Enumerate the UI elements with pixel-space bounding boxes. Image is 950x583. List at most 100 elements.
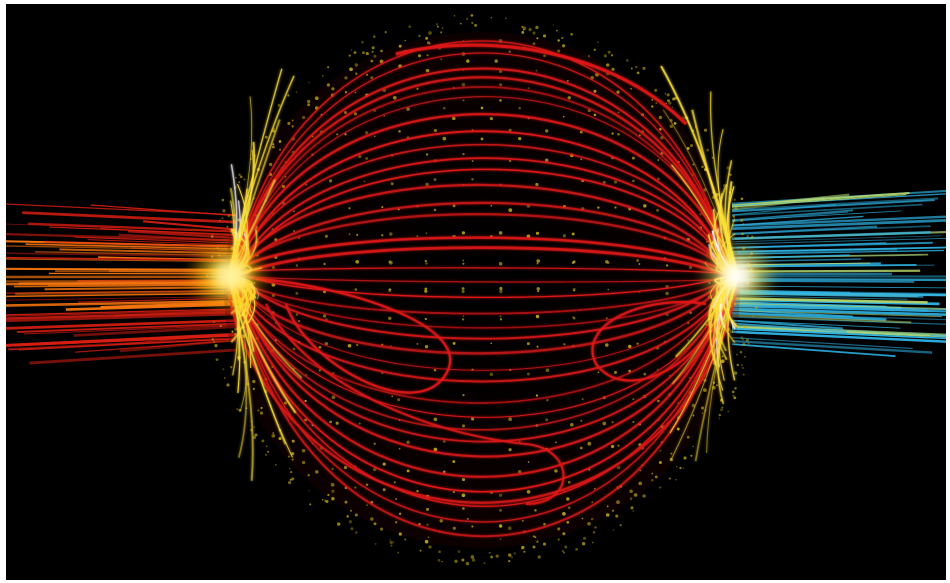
sphere-shade <box>224 32 740 548</box>
halo-dot <box>632 510 635 512</box>
halo-dot <box>254 433 258 437</box>
field-dot <box>632 398 635 401</box>
right-streak <box>731 235 942 243</box>
right-streak <box>731 203 923 217</box>
halo-dot <box>309 503 312 506</box>
field-dot <box>426 523 429 526</box>
halo-dot <box>734 387 737 390</box>
field-dot <box>381 343 384 346</box>
field-dot <box>716 384 718 387</box>
field-dot <box>507 526 512 531</box>
halo-dot <box>321 499 324 501</box>
halo-dot <box>692 445 694 448</box>
halo-dot <box>729 173 732 177</box>
field-dot <box>673 122 677 125</box>
field-dot <box>354 288 358 291</box>
field-dot <box>490 342 493 345</box>
field-dot <box>336 133 339 136</box>
halo-dot <box>682 467 685 470</box>
field-dot <box>587 521 591 526</box>
field-dot <box>428 545 432 549</box>
field-dot <box>382 488 386 492</box>
field-dot <box>686 435 690 439</box>
field-dot <box>462 393 465 397</box>
field-dot <box>521 30 525 34</box>
field-dot <box>543 54 546 58</box>
field-dot <box>720 359 725 364</box>
field-dot <box>636 342 639 345</box>
field-dot <box>508 208 513 212</box>
field-dot <box>324 342 329 346</box>
field-dot <box>440 31 443 34</box>
halo-dot <box>264 453 268 456</box>
halo-dot <box>308 489 310 492</box>
field-dot <box>527 461 530 463</box>
field-dot <box>305 183 308 186</box>
halo-dot <box>465 17 469 21</box>
field-dot <box>536 262 539 265</box>
field-dot <box>406 107 410 111</box>
field-dot <box>272 432 275 434</box>
right-pole-core <box>722 263 750 289</box>
field-dot <box>669 124 674 129</box>
field-dot <box>494 59 498 63</box>
halo-dot <box>742 338 744 341</box>
field-dot <box>461 493 466 498</box>
field-dot <box>616 500 620 504</box>
field-line <box>232 113 734 275</box>
field-dot <box>658 461 662 464</box>
halo-dot <box>742 222 745 226</box>
halo-dot <box>348 520 353 524</box>
halo-dot <box>461 558 465 562</box>
field-dot <box>580 419 583 422</box>
field-dot <box>260 406 263 410</box>
field-dot <box>517 470 522 474</box>
halo-dot <box>390 544 393 547</box>
field-line <box>232 272 734 355</box>
field-dot <box>335 421 339 425</box>
halo-dot <box>744 325 747 329</box>
halo-dot <box>734 206 738 210</box>
field-dot <box>327 493 330 497</box>
halo-dot <box>583 536 587 540</box>
field-dot <box>292 347 296 351</box>
left-streak <box>16 322 237 334</box>
halo-dot <box>437 559 441 562</box>
left-streak <box>74 236 237 244</box>
field-dot <box>499 508 502 512</box>
halo-dot <box>266 450 270 453</box>
field-dot <box>425 36 429 40</box>
halo-dot <box>277 103 281 107</box>
field-dot <box>692 414 695 417</box>
halo-dot <box>731 390 735 394</box>
loop-left <box>255 277 452 394</box>
field-dot <box>301 460 306 465</box>
field-dot <box>562 234 567 238</box>
field-dot <box>471 21 474 25</box>
left-streak <box>7 337 237 351</box>
field-dot <box>498 262 503 266</box>
halo-dot <box>537 555 541 559</box>
field-dot <box>660 135 664 140</box>
field-dot <box>358 154 362 159</box>
field-dot <box>306 99 311 104</box>
right-streak <box>731 203 837 216</box>
field-dot <box>499 315 502 318</box>
field-dot <box>283 401 287 405</box>
field-line <box>232 272 734 478</box>
halo-dot <box>373 35 376 38</box>
field-dot <box>392 95 397 100</box>
field-dot <box>499 83 503 87</box>
loop-bottom <box>265 303 565 505</box>
field-dot <box>665 291 669 296</box>
right-streak <box>731 215 946 227</box>
right-streak <box>731 215 864 227</box>
field-dot <box>498 231 503 235</box>
field-dot <box>629 497 633 500</box>
field-dot <box>466 517 469 520</box>
field-dot <box>344 500 348 504</box>
halo-dot <box>238 181 241 184</box>
field-dot <box>234 328 237 331</box>
field-dot <box>729 329 734 334</box>
field-dot <box>417 54 422 58</box>
